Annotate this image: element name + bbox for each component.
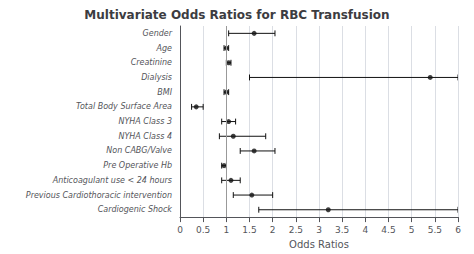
svg-text:NYHA Class 3: NYHA Class 3 — [118, 117, 172, 126]
svg-text:Age: Age — [156, 44, 173, 53]
svg-text:2.5: 2.5 — [289, 225, 303, 235]
svg-text:0: 0 — [177, 225, 183, 235]
svg-text:4: 4 — [362, 225, 368, 235]
svg-text:6: 6 — [455, 225, 461, 235]
svg-text:Creatinine: Creatinine — [131, 58, 172, 67]
svg-text:3: 3 — [316, 225, 322, 235]
svg-text:NYHA Class 4: NYHA Class 4 — [118, 132, 172, 141]
svg-text:5.5: 5.5 — [428, 225, 442, 235]
svg-text:Previous Cardiothoracic interv: Previous Cardiothoracic intervention — [26, 191, 172, 200]
svg-text:Gender: Gender — [143, 29, 173, 38]
svg-text:Non CABG/Valve: Non CABG/Valve — [106, 146, 172, 155]
svg-text:0.5: 0.5 — [196, 225, 210, 235]
svg-text:4.5: 4.5 — [381, 225, 395, 235]
svg-text:Cardiogenic Shock: Cardiogenic Shock — [98, 205, 173, 214]
svg-text:Total Body Surface Area: Total Body Surface Area — [76, 102, 172, 111]
svg-text:Odds Ratios: Odds Ratios — [289, 239, 349, 250]
svg-text:Multivariate Odds Ratios for R: Multivariate Odds Ratios for RBC Transfu… — [84, 8, 389, 22]
svg-text:Dialysis: Dialysis — [141, 73, 172, 82]
svg-text:2: 2 — [270, 225, 276, 235]
svg-text:1: 1 — [223, 225, 229, 235]
svg-text:Pre Operative Hb: Pre Operative Hb — [103, 161, 172, 170]
svg-text:3.5: 3.5 — [335, 225, 349, 235]
svg-text:Anticoagulant use < 24 hours: Anticoagulant use < 24 hours — [52, 176, 172, 185]
svg-text:BMI: BMI — [157, 88, 172, 97]
svg-text:1.5: 1.5 — [242, 225, 256, 235]
svg-text:5: 5 — [409, 225, 415, 235]
